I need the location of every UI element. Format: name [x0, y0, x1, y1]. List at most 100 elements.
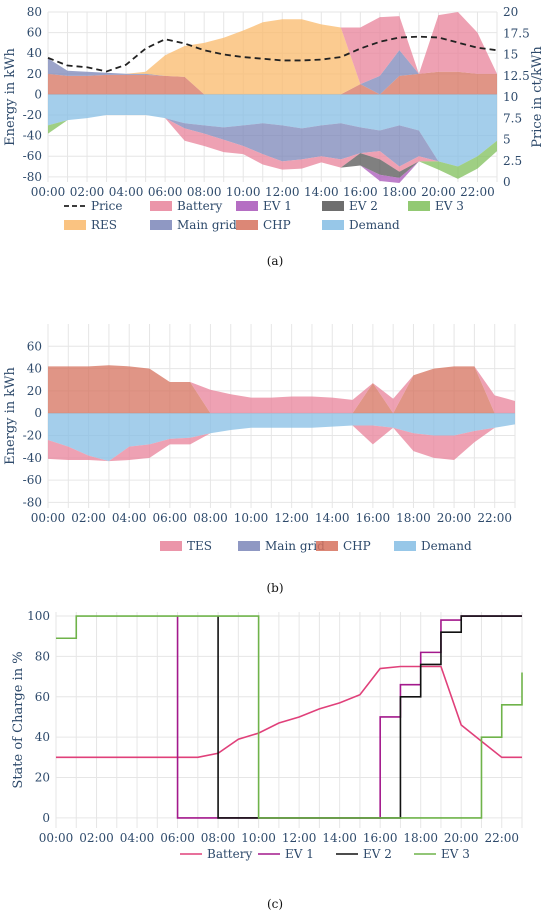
x-tick-label: 08:00 — [187, 185, 222, 199]
x-tick-label: 18:00 — [403, 831, 438, 845]
y2-tick-label: 7.5 — [503, 111, 522, 125]
y2-tick-label: 10 — [503, 90, 518, 104]
x-tick-label: 02:00 — [71, 511, 106, 525]
y-tick-label: 40 — [35, 730, 50, 744]
y-axis-label: Energy in kWh — [3, 366, 18, 464]
panel-caption: (a) — [267, 254, 284, 268]
legend-swatch — [394, 541, 416, 551]
y-tick-label: 60 — [27, 339, 42, 353]
x-tick-label: 06:00 — [160, 831, 195, 845]
legend-label: Main grid — [265, 539, 325, 553]
y-tick-label: -80 — [23, 495, 42, 509]
legend-swatch — [236, 201, 258, 211]
legend-swatch — [316, 541, 338, 551]
y-tick-label: -60 — [23, 149, 42, 163]
x-tick-label: 06:00 — [153, 511, 188, 525]
x-tick-label: 02:00 — [70, 185, 105, 199]
y-tick-label: 100 — [27, 609, 50, 623]
y-tick-label: 80 — [35, 649, 50, 663]
legend-label: EV 2 — [363, 847, 392, 861]
legend-swatch — [150, 220, 172, 230]
panel-caption: (b) — [266, 581, 283, 595]
legend-label: Main grid — [177, 218, 237, 232]
x-tick-label: 10:00 — [226, 185, 261, 199]
x-tick-label: 10:00 — [234, 511, 269, 525]
legend-label: Demand — [349, 218, 400, 232]
line-battery — [56, 665, 522, 759]
price-line — [47, 35, 498, 73]
y-tick-label: 0 — [34, 406, 42, 420]
x-tick-label: 22:00 — [460, 185, 495, 199]
y2-tick-label: 0 — [503, 175, 511, 189]
y-tick-label: 20 — [35, 771, 50, 785]
legend-swatch — [236, 220, 258, 230]
x-tick-label: 08:00 — [193, 511, 228, 525]
x-tick-label: 14:00 — [304, 185, 339, 199]
y-tick-label: 60 — [35, 690, 50, 704]
area-res — [48, 19, 497, 95]
line-ev-1 — [176, 615, 522, 819]
x-tick-label: 02:00 — [79, 831, 114, 845]
x-tick-label: 20:00 — [444, 831, 479, 845]
area-battery — [48, 12, 497, 85]
legend-label: EV 1 — [285, 847, 314, 861]
x-tick-label: 20:00 — [437, 511, 472, 525]
legend-label: EV 1 — [263, 199, 292, 213]
y-tick-label: 40 — [27, 362, 42, 376]
y-tick-label: 60 — [27, 26, 42, 40]
y2-tick-label: 5 — [503, 133, 511, 147]
y-tick-label: -20 — [23, 429, 42, 443]
legend-label: RES — [91, 218, 117, 232]
x-tick-label: 14:00 — [315, 511, 350, 525]
x-tick-label: 06:00 — [148, 185, 183, 199]
y2-tick-label: 2.5 — [503, 154, 522, 168]
x-tick-label: 22:00 — [477, 511, 512, 525]
x-tick-label: 00:00 — [39, 831, 74, 845]
panel-caption: (c) — [267, 897, 283, 911]
line-ev-3 — [56, 615, 523, 819]
x-tick-label: 22:00 — [484, 831, 519, 845]
y-tick-label: -40 — [23, 129, 42, 143]
legend-swatch — [150, 201, 172, 211]
x-tick-label: 20:00 — [421, 185, 456, 199]
area-chp — [48, 365, 515, 414]
legend-swatch — [238, 541, 260, 551]
x-tick-label: 00:00 — [31, 511, 66, 525]
y2-tick-label: 15 — [503, 48, 518, 62]
y2-tick-label: 17.5 — [503, 26, 530, 40]
area-demand — [48, 413, 515, 462]
legend-label: CHP — [263, 218, 291, 232]
legend-label: EV 2 — [349, 199, 378, 213]
area-chp — [48, 71, 497, 95]
x-tick-label: 10:00 — [241, 831, 276, 845]
legend-swatch — [64, 220, 86, 230]
legend-label: EV 3 — [441, 847, 470, 861]
y-tick-label: 20 — [27, 384, 42, 398]
x-tick-label: 04:00 — [109, 185, 144, 199]
legend-label: CHP — [343, 539, 371, 553]
x-tick-label: 12:00 — [265, 185, 300, 199]
y-tick-label: -80 — [23, 170, 42, 184]
x-tick-label: 18:00 — [396, 511, 431, 525]
x-tick-label: 00:00 — [31, 185, 66, 199]
y-tick-label: 80 — [27, 5, 42, 19]
legend-swatch — [408, 201, 430, 211]
y-axis-label: Energy in kWh — [3, 47, 18, 145]
x-tick-label: 14:00 — [322, 831, 357, 845]
legend-label: Battery — [177, 199, 222, 213]
y-tick-label: 0 — [42, 811, 50, 825]
x-tick-label: 16:00 — [356, 511, 391, 525]
legend-swatch — [322, 220, 344, 230]
y-tick-label: 20 — [27, 67, 42, 81]
area-battery-charge- — [48, 115, 497, 172]
legend-label: EV 3 — [435, 199, 464, 213]
y2-tick-label: 12.5 — [503, 69, 530, 83]
panel-c: 100 80 60 40 20 0 00:00 02:00 04:00 06:00 08:00 10:… — [11, 609, 523, 911]
area-demand — [48, 94, 497, 167]
legend-swatch — [322, 201, 344, 211]
legend-swatch — [160, 541, 182, 551]
area-tes — [48, 365, 515, 414]
x-tick-label: 16:00 — [363, 831, 398, 845]
legend-label: Battery — [207, 847, 252, 861]
